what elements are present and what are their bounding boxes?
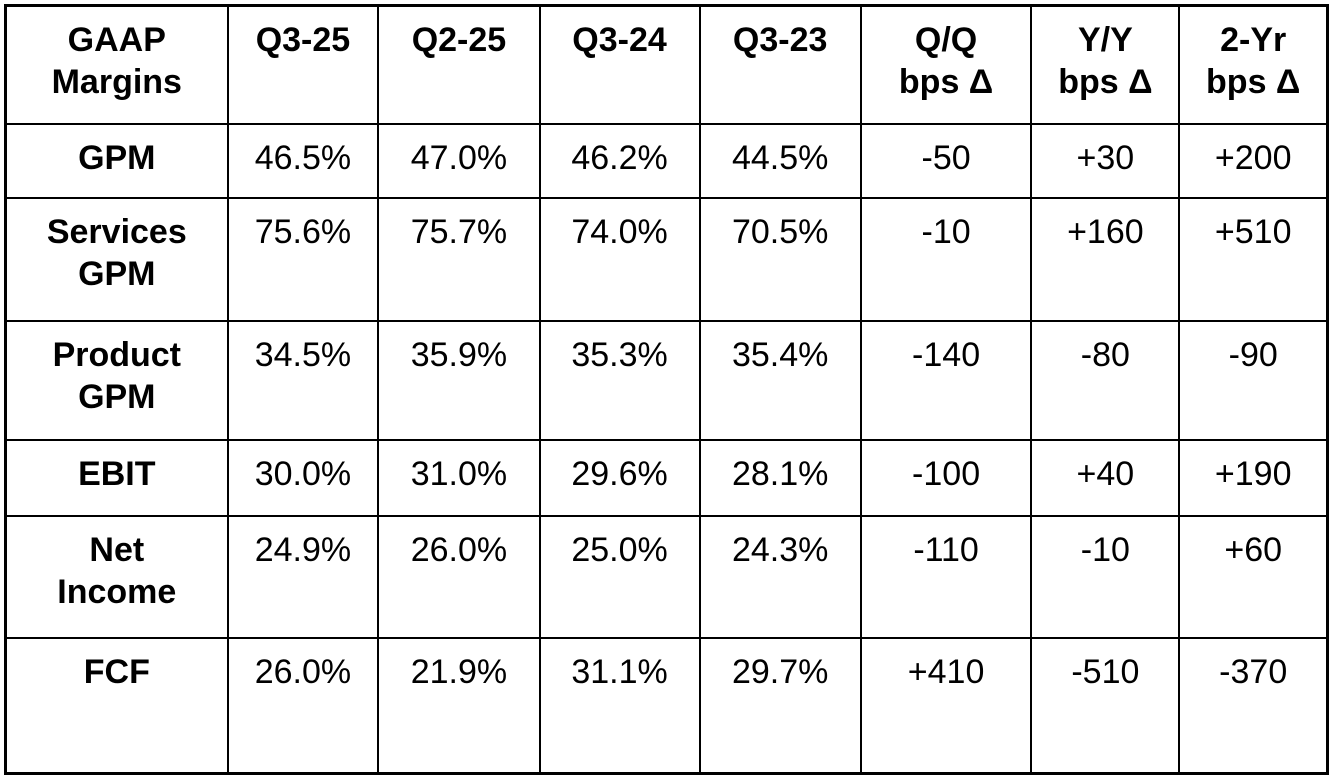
column-header-gaap-margins: GAAP Margins xyxy=(4,4,229,125)
table-cell: +30 xyxy=(1030,122,1181,199)
row-header-gpm: GPM xyxy=(4,122,229,199)
table-cell: 31.1% xyxy=(538,636,701,775)
table-cell: 35.4% xyxy=(698,319,862,441)
table-cell: -10 xyxy=(1030,514,1181,639)
table-cell: 24.3% xyxy=(698,514,862,639)
table-cell: 31.0% xyxy=(377,438,541,517)
table-cell: 34.5% xyxy=(226,319,380,441)
header-row: GAAP Margins Q3-25 Q2-25 Q3-24 Q3-23 Q/Q… xyxy=(4,4,1329,125)
row-header-services-gpm: Services GPM xyxy=(4,196,229,322)
row-header-ebit: EBIT xyxy=(4,438,229,517)
row-header-fcf: FCF xyxy=(4,636,229,775)
table-cell: 75.7% xyxy=(377,196,541,322)
table-cell: 29.6% xyxy=(538,438,701,517)
table-row-product-gpm: Product GPM 34.5% 35.9% 35.3% 35.4% -140… xyxy=(4,319,1329,441)
gaap-margins-table: GAAP Margins Q3-25 Q2-25 Q3-24 Q3-23 Q/Q… xyxy=(4,4,1329,775)
table-cell: 47.0% xyxy=(377,122,541,199)
table-row-fcf: FCF 26.0% 21.9% 31.1% 29.7% +410 -510 -3… xyxy=(4,636,1329,775)
table-cell: 46.5% xyxy=(226,122,380,199)
table-cell: -510 xyxy=(1030,636,1181,775)
table-cell: 35.3% xyxy=(538,319,701,441)
table-row-ebit: EBIT 30.0% 31.0% 29.6% 28.1% -100 +40 +1… xyxy=(4,438,1329,517)
table-row-net-income: Net Income 24.9% 26.0% 25.0% 24.3% -110 … xyxy=(4,514,1329,639)
table-cell: -80 xyxy=(1030,319,1181,441)
table-cell: 25.0% xyxy=(538,514,701,639)
table-cell: +510 xyxy=(1178,196,1329,322)
table-cell: -110 xyxy=(859,514,1033,639)
table-cell: -90 xyxy=(1178,319,1329,441)
table-cell: 24.9% xyxy=(226,514,380,639)
table-cell: 74.0% xyxy=(538,196,701,322)
table-cell: 28.1% xyxy=(698,438,862,517)
table-cell: +190 xyxy=(1178,438,1329,517)
table-cell: 35.9% xyxy=(377,319,541,441)
table-cell: 21.9% xyxy=(377,636,541,775)
column-header-yy-bps-delta: Y/Y bps Δ xyxy=(1030,4,1181,125)
table-row-gpm: GPM 46.5% 47.0% 46.2% 44.5% -50 +30 +200 xyxy=(4,122,1329,199)
table-cell: 70.5% xyxy=(698,196,862,322)
table-cell: -10 xyxy=(859,196,1033,322)
column-header-q3-25: Q3-25 xyxy=(226,4,380,125)
table-row-services-gpm: Services GPM 75.6% 75.7% 74.0% 70.5% -10… xyxy=(4,196,1329,322)
row-header-product-gpm: Product GPM xyxy=(4,319,229,441)
table-cell: 46.2% xyxy=(538,122,701,199)
table-cell: +40 xyxy=(1030,438,1181,517)
column-header-q2-25: Q2-25 xyxy=(377,4,541,125)
table-cell: 75.6% xyxy=(226,196,380,322)
row-header-net-income: Net Income xyxy=(4,514,229,639)
table-cell: -370 xyxy=(1178,636,1329,775)
table-cell: 26.0% xyxy=(377,514,541,639)
table-cell: -50 xyxy=(859,122,1033,199)
column-header-qq-bps-delta: Q/Q bps Δ xyxy=(859,4,1033,125)
table-cell: +410 xyxy=(859,636,1033,775)
table-cell: -140 xyxy=(859,319,1033,441)
table-cell: 26.0% xyxy=(226,636,380,775)
table-cell: +160 xyxy=(1030,196,1181,322)
table-cell: +60 xyxy=(1178,514,1329,639)
table-cell: 30.0% xyxy=(226,438,380,517)
table-cell: -100 xyxy=(859,438,1033,517)
table-cell: 29.7% xyxy=(698,636,862,775)
column-header-q3-24: Q3-24 xyxy=(538,4,701,125)
column-header-2yr-bps-delta: 2-Yr bps Δ xyxy=(1178,4,1329,125)
column-header-q3-23: Q3-23 xyxy=(698,4,862,125)
table-cell: +200 xyxy=(1178,122,1329,199)
table-cell: 44.5% xyxy=(698,122,862,199)
